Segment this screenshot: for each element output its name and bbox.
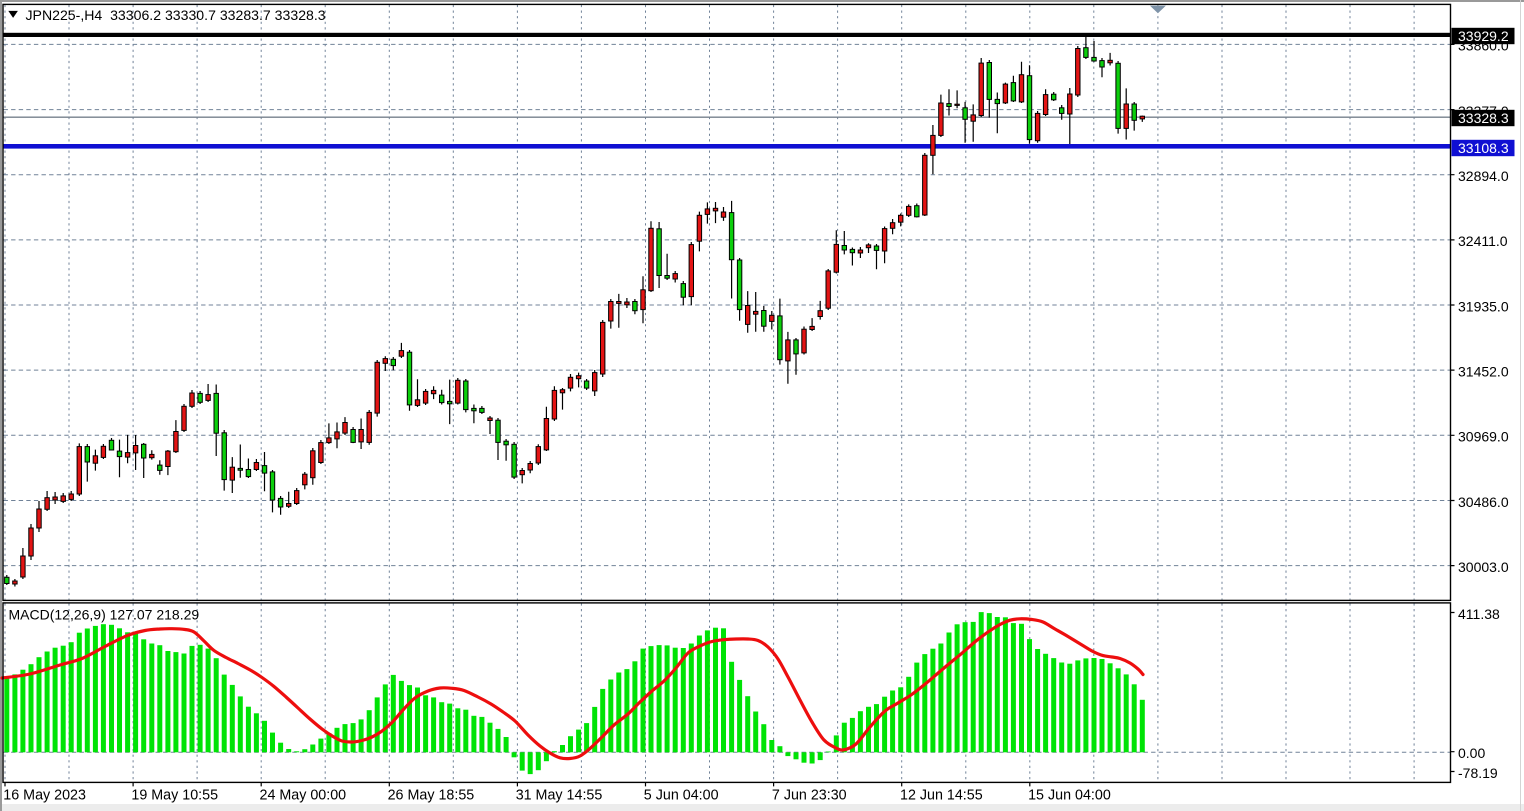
svg-text:31452.0: 31452.0 [1458,363,1509,379]
svg-text:33108.3: 33108.3 [1458,140,1509,156]
svg-text:32894.0: 32894.0 [1458,168,1509,184]
svg-text:26 May 18:55: 26 May 18:55 [388,788,475,804]
svg-text:30486.0: 30486.0 [1458,494,1509,510]
svg-text:32411.0: 32411.0 [1458,233,1508,249]
svg-text:15 Jun 04:00: 15 Jun 04:00 [1028,788,1111,804]
svg-text:411.38: 411.38 [1458,606,1500,622]
svg-text:30003.0: 30003.0 [1458,559,1509,575]
svg-text:30969.0: 30969.0 [1458,429,1509,445]
svg-text:MACD(12,26,9) 127.07 218.29: MACD(12,26,9) 127.07 218.29 [9,607,200,623]
svg-text:33328.3: 33328.3 [1458,110,1509,126]
svg-text:JPN225-,H4 33306.2 33330.7 33: JPN225-,H4 33306.2 33330.7 33283.7 33328… [26,7,326,23]
svg-text:12 Jun 14:55: 12 Jun 14:55 [900,788,983,804]
svg-text:16 May 2023: 16 May 2023 [3,788,86,804]
svg-text:0.00: 0.00 [1458,745,1485,761]
svg-text:5 Jun 04:00: 5 Jun 04:00 [644,788,719,804]
svg-text:24 May 00:00: 24 May 00:00 [260,788,347,804]
svg-text:31 May 14:55: 31 May 14:55 [516,788,603,804]
svg-text:33929.2: 33929.2 [1458,28,1509,44]
svg-text:7 Jun 23:30: 7 Jun 23:30 [772,788,847,804]
svg-text:-78.19: -78.19 [1458,765,1498,781]
svg-text:19 May 10:55: 19 May 10:55 [131,788,218,804]
svg-text:31935.0: 31935.0 [1458,298,1509,314]
